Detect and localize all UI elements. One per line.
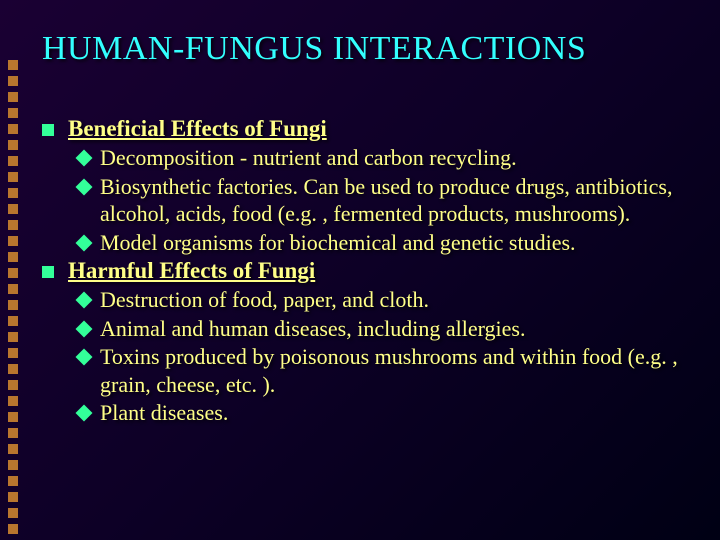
diamond-bullet-icon	[76, 292, 93, 309]
decor-square-icon	[8, 140, 18, 150]
diamond-bullet-icon	[76, 150, 93, 167]
item-text: Toxins produced by poisonous mushrooms a…	[100, 343, 690, 398]
list-item: Decomposition - nutrient and carbon recy…	[78, 144, 690, 172]
decor-square-icon	[8, 348, 18, 358]
decor-square-icon	[8, 252, 18, 262]
decor-square-icon	[8, 460, 18, 470]
decor-square-icon	[8, 524, 18, 534]
slide-title: HUMAN-FUNGUS INTERACTIONS	[42, 30, 690, 68]
decor-square-icon	[8, 284, 18, 294]
item-text: Destruction of food, paper, and cloth.	[100, 286, 429, 314]
decor-square-icon	[8, 444, 18, 454]
item-text: Model organisms for biochemical and gene…	[100, 229, 576, 257]
decor-square-icon	[8, 476, 18, 486]
square-bullet-icon	[42, 124, 54, 136]
diamond-bullet-icon	[76, 178, 93, 195]
decor-square-icon	[8, 412, 18, 422]
decor-square-icon	[8, 172, 18, 182]
section-heading: Harmful Effects of Fungi	[68, 258, 315, 284]
diamond-bullet-icon	[76, 405, 93, 422]
diamond-bullet-icon	[76, 320, 93, 337]
section-harmful: Harmful Effects of Fungi Destruction of …	[42, 258, 690, 427]
section-header: Beneficial Effects of Fungi	[42, 116, 690, 142]
list-item: Biosynthetic factories. Can be used to p…	[78, 173, 690, 228]
item-text: Plant diseases.	[100, 399, 228, 427]
decor-square-icon	[8, 76, 18, 86]
item-text: Animal and human diseases, including all…	[100, 315, 525, 343]
decor-square-icon	[8, 508, 18, 518]
decor-square-icon	[8, 332, 18, 342]
sub-item-list: Destruction of food, paper, and cloth. A…	[42, 286, 690, 427]
slide-content: HUMAN-FUNGUS INTERACTIONS Beneficial Eff…	[0, 0, 720, 449]
item-text: Biosynthetic factories. Can be used to p…	[100, 173, 690, 228]
decor-square-icon	[8, 364, 18, 374]
decor-square-icon	[8, 108, 18, 118]
list-item: Animal and human diseases, including all…	[78, 315, 690, 343]
section-heading: Beneficial Effects of Fungi	[68, 116, 327, 142]
decor-square-icon	[8, 316, 18, 326]
decor-square-icon	[8, 300, 18, 310]
decor-square-icon	[8, 380, 18, 390]
decor-square-icon	[8, 492, 18, 502]
diamond-bullet-icon	[76, 349, 93, 366]
decor-square-icon	[8, 236, 18, 246]
decor-square-icon	[8, 60, 18, 70]
list-item: Plant diseases.	[78, 399, 690, 427]
square-bullet-icon	[42, 266, 54, 278]
left-decoration-strip	[8, 60, 18, 534]
decor-square-icon	[8, 220, 18, 230]
list-item: Toxins produced by poisonous mushrooms a…	[78, 343, 690, 398]
list-item: Model organisms for biochemical and gene…	[78, 229, 690, 257]
section-header: Harmful Effects of Fungi	[42, 258, 690, 284]
decor-square-icon	[8, 396, 18, 406]
list-item: Destruction of food, paper, and cloth.	[78, 286, 690, 314]
decor-square-icon	[8, 124, 18, 134]
sub-item-list: Decomposition - nutrient and carbon recy…	[42, 144, 690, 256]
decor-square-icon	[8, 156, 18, 166]
diamond-bullet-icon	[76, 234, 93, 251]
decor-square-icon	[8, 92, 18, 102]
decor-square-icon	[8, 188, 18, 198]
decor-square-icon	[8, 204, 18, 214]
section-beneficial: Beneficial Effects of Fungi Decompositio…	[42, 116, 690, 256]
decor-square-icon	[8, 268, 18, 278]
decor-square-icon	[8, 428, 18, 438]
item-text: Decomposition - nutrient and carbon recy…	[100, 144, 517, 172]
